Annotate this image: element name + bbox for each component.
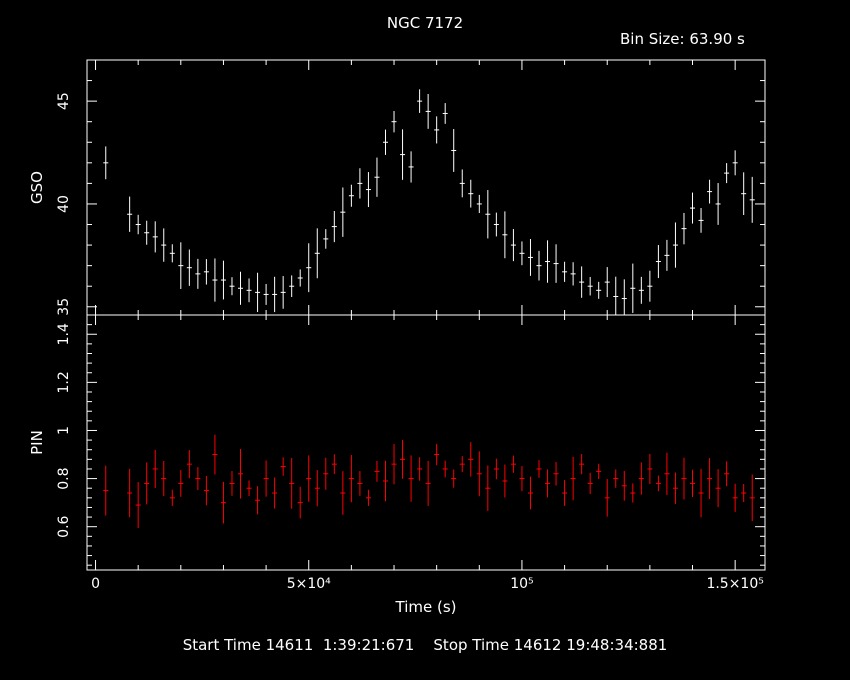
chart-title: NGC 7172 (386, 14, 464, 32)
bin-size-label: Bin Size: 63.90 s (620, 30, 745, 48)
series-gso (103, 89, 755, 315)
y-tick-label: 1.4 (56, 323, 72, 345)
series-pin (103, 434, 755, 529)
x-axis-label: Time (s) (395, 598, 457, 616)
y-tick-label: 0.6 (56, 515, 72, 537)
x-tick-label: 10⁵ (510, 576, 533, 592)
plot-frame-bottom (86, 314, 766, 571)
time-range-footer: Start Time 14611 1:39:21:671 Stop Time 1… (182, 636, 668, 654)
y-tick-label: 35 (56, 298, 72, 316)
y-tick-label: 1.2 (56, 371, 72, 393)
x-tick-label: 5×10⁴ (287, 576, 331, 592)
y-tick-label: 1 (56, 426, 72, 435)
y-tick-label: 0.8 (56, 467, 72, 489)
y-axis-label: GSO (28, 171, 46, 204)
y-tick-label: 40 (56, 195, 72, 213)
x-tick-label: 0 (91, 576, 100, 592)
plot-frame-top (86, 59, 766, 316)
y-axis-label: PIN (28, 430, 46, 455)
x-tick-label: 1.5×10⁵ (706, 576, 763, 592)
y-tick-label: 45 (56, 92, 72, 110)
